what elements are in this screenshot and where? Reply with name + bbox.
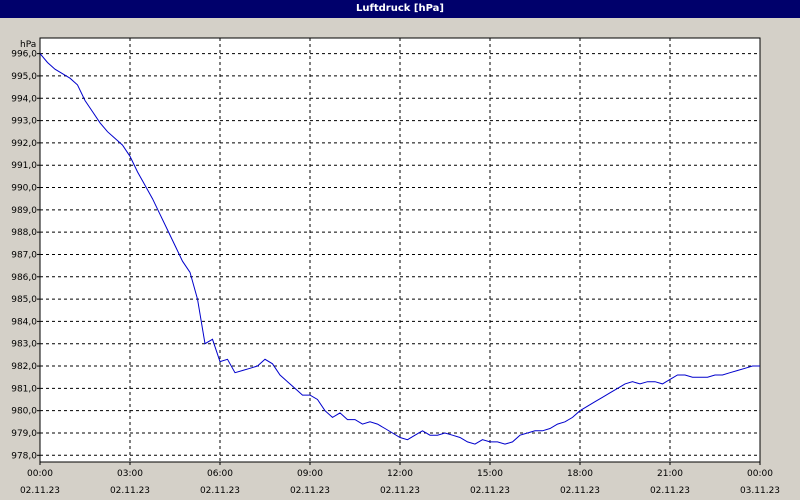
y-tick-label: 993,0 [11,117,37,127]
x-tick-time-label: 12:00 [387,469,413,479]
y-tick-label: 995,0 [11,72,37,82]
y-tick-label: 992,0 [11,139,37,149]
y-tick-label: 994,0 [11,94,37,104]
x-tick-date-label: 02.11.23 [650,486,690,496]
x-tick-time-label: 09:00 [297,469,323,479]
series-layer [39,53,760,445]
y-tick-label: 981,0 [11,384,37,394]
x-tick-time-label: 15:00 [477,469,503,479]
x-tick-date-label: 02.11.23 [290,486,330,496]
x-tick-date-label: 03.11.23 [740,486,780,496]
x-tick-date-label: 02.11.23 [560,486,600,496]
x-axis-ticks: 00:00 02.11.23 03:00 02.11.23 06:00 02.11.23 0… [20,462,780,496]
x-tick-time-label: 00:00 [747,469,773,479]
y-tick-label: 996,0 [11,50,37,60]
x-tick-time-label: 06:00 [207,469,233,479]
y-tick-label: 990,0 [11,184,37,194]
y-axis-ticks: 978,0 979,0 980,0 981,0 982,0 983,0 984,0 985,0… [11,50,40,461]
x-tick-date-label: 02.11.23 [470,486,510,496]
x-tick-time-label: 03:00 [117,469,143,479]
x-tick-date-label: 02.11.23 [110,486,150,496]
x-tick-time-label: 21:00 [657,469,683,479]
y-tick-label: 982,0 [11,362,37,372]
y-tick-label: 986,0 [11,273,37,283]
y-tick-label: 988,0 [11,228,37,238]
y-tick-label: 985,0 [11,295,37,305]
pressure-series-line [39,53,760,445]
x-tick-time-label: 00:00 [27,469,53,479]
chart-title: Luftdruck [hPa] [0,0,800,18]
grid-lines [40,38,760,462]
y-tick-label: 979,0 [11,429,37,439]
x-tick-date-label: 02.11.23 [20,486,60,496]
x-tick-date-label: 02.11.23 [380,486,420,496]
x-tick-date-label: 02.11.23 [200,486,240,496]
x-tick-time-label: 18:00 [567,469,593,479]
y-tick-label: 987,0 [11,250,37,260]
y-tick-label: 980,0 [11,407,37,417]
y-tick-label: 983,0 [11,340,37,350]
y-tick-label: 984,0 [11,317,37,327]
y-tick-label: 978,0 [11,451,37,461]
y-axis-unit-label: hPa [20,40,36,50]
y-tick-label: 989,0 [11,206,37,216]
y-tick-label: 991,0 [11,161,37,171]
